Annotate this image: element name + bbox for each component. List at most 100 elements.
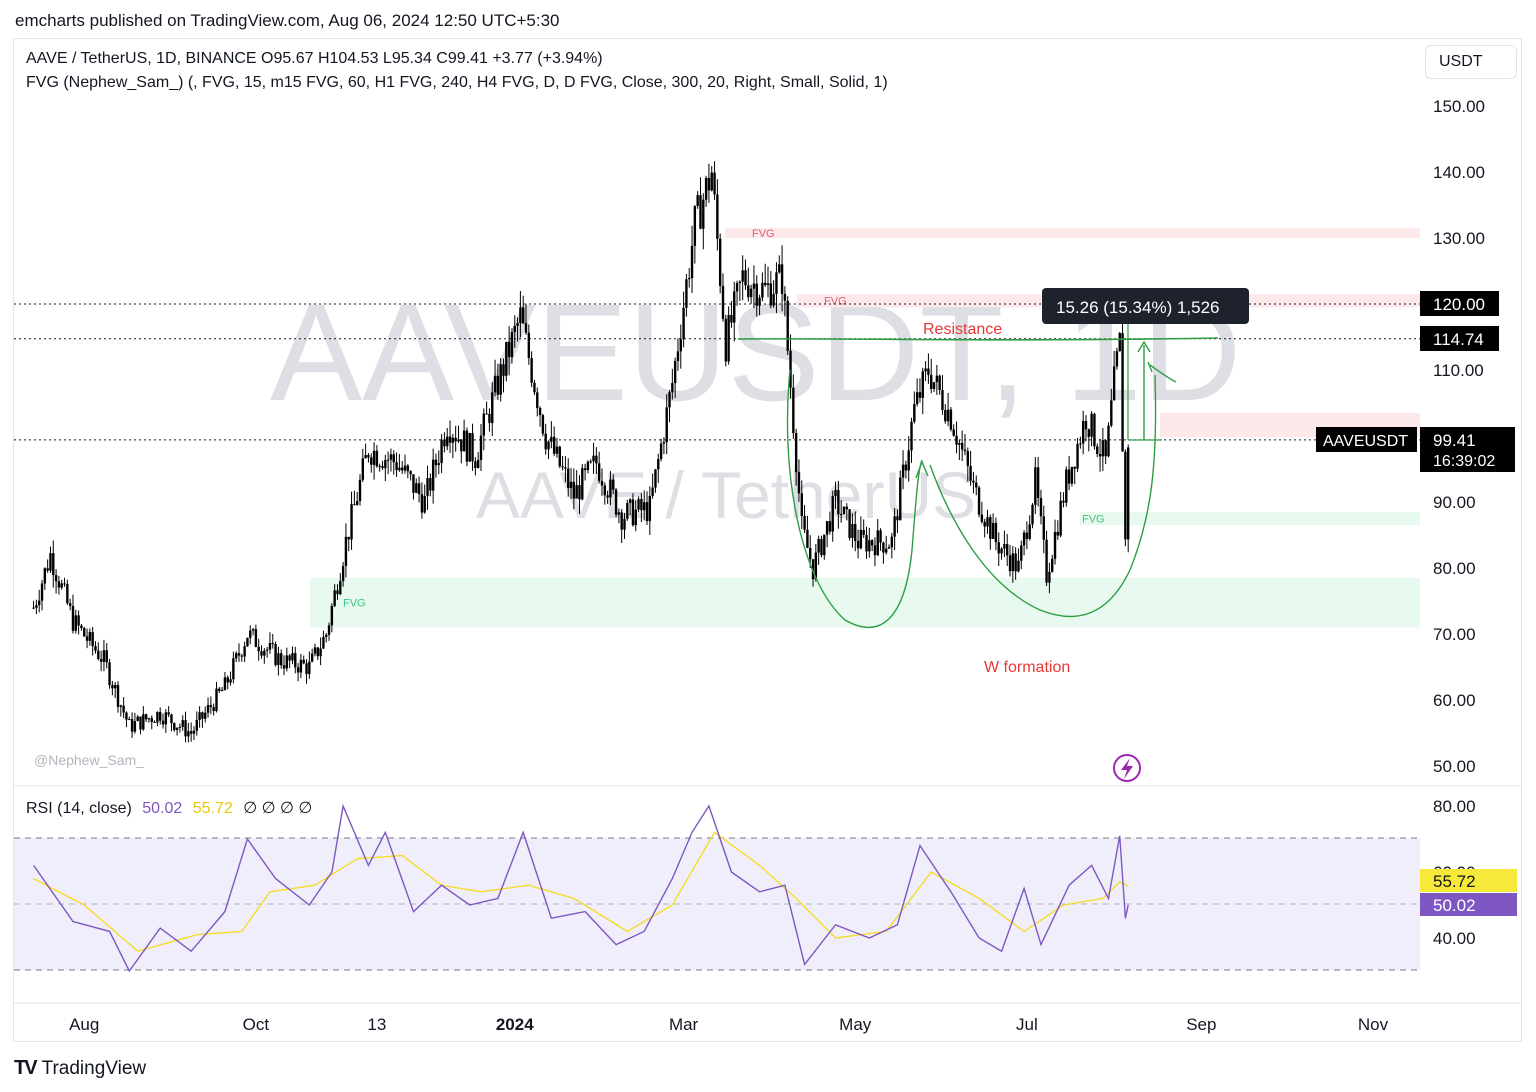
candle-body: [372, 450, 376, 465]
candle-body: [150, 718, 153, 722]
candle-body: [626, 502, 629, 519]
candle-body: [887, 547, 891, 549]
candle-body: [1028, 524, 1031, 539]
candle-body: [485, 413, 488, 415]
candle-body: [212, 707, 215, 712]
candle-body: [980, 514, 984, 522]
candle-body: [949, 409, 953, 430]
candle-body: [291, 653, 294, 661]
candle-body: [434, 459, 438, 466]
candle-body: [1062, 500, 1065, 503]
rsi-ma-line: [33, 831, 1129, 952]
candle-body: [46, 568, 49, 571]
price-tick-label: 140.00: [1433, 163, 1485, 182]
candle-body: [173, 723, 176, 730]
candle-body: [1000, 548, 1003, 554]
candle-body: [1076, 443, 1079, 469]
candle-body: [181, 720, 184, 727]
candle-body: [696, 195, 699, 206]
candle-body: [685, 279, 688, 308]
candle-body: [569, 481, 573, 488]
candle-body: [780, 264, 784, 294]
candle-body: [606, 495, 609, 498]
price-tick-label: 110.00: [1433, 361, 1484, 380]
candle-body: [592, 455, 595, 462]
price-tag-120: 120.00: [1420, 291, 1499, 316]
candle-body: [648, 495, 652, 522]
rsi-legend[interactable]: RSI (14, close) 50.02 55.72 ∅ ∅ ∅ ∅: [26, 798, 312, 818]
candle-body: [71, 605, 75, 631]
candle-body: [184, 720, 187, 737]
candle-body: [747, 285, 750, 298]
candle-body: [319, 648, 322, 657]
svg-text:99.41: 99.41: [1433, 431, 1476, 450]
candle-body: [215, 688, 218, 712]
w-formation-right-curve[interactable]: [929, 374, 1157, 618]
candle-body: [505, 341, 508, 376]
candle-body: [817, 538, 820, 553]
candle-body: [792, 387, 795, 434]
w-formation-arrow-right[interactable]: [1147, 361, 1177, 383]
candle-body: [451, 437, 455, 443]
candle-body: [254, 629, 258, 647]
candle-body: [913, 404, 916, 422]
svg-text:50.02: 50.02: [1433, 896, 1476, 915]
candle-body: [662, 442, 666, 444]
candle-body: [429, 478, 432, 491]
time-axis[interactable]: Aug Oct 13 2024 Mar May Jul Sep Nov: [69, 1015, 1389, 1034]
candle-body: [806, 529, 809, 548]
candle-body: [43, 568, 47, 584]
candle-body: [952, 429, 955, 436]
fvg-indicator-legend[interactable]: FVG (Nephew_Sam_) (, FVG, 15, m15 FVG, 6…: [26, 74, 888, 91]
candle-body: [797, 472, 801, 494]
candle-body: [637, 498, 640, 510]
candle-body: [623, 518, 626, 530]
w-formation-small-mark[interactable]: [915, 460, 929, 479]
candle-body: [552, 436, 556, 454]
candle-body: [128, 719, 131, 721]
candle-body: [944, 410, 947, 422]
candle-body: [536, 392, 539, 409]
tradingview-brand: TradingView: [41, 1057, 147, 1079]
candle-body: [350, 504, 353, 540]
candle-body: [1112, 366, 1116, 401]
resistance-line[interactable]: [737, 337, 1219, 341]
candle-body: [378, 465, 381, 467]
candle-body: [876, 530, 879, 556]
candle-body: [113, 684, 117, 689]
candle-body: [665, 407, 668, 443]
candle-body: [530, 357, 533, 383]
candle-body: [35, 605, 38, 608]
candle-body: [161, 720, 165, 725]
candle-body: [932, 382, 936, 389]
candle-body: [938, 375, 941, 390]
candle-body: [823, 534, 826, 556]
candle-body: [758, 297, 761, 306]
candle-body: [40, 583, 44, 601]
candle-body: [654, 469, 657, 488]
candle-body: [437, 463, 440, 466]
candle-body: [409, 471, 412, 475]
candle-body: [597, 463, 601, 481]
w-formation-left-curve[interactable]: [786, 369, 923, 629]
candle-body: [809, 547, 812, 560]
candle-body: [322, 636, 325, 649]
candle-body: [589, 461, 592, 463]
time-tick-label: Nov: [1358, 1015, 1389, 1034]
candle-body: [862, 529, 865, 535]
candle-body: [32, 607, 35, 609]
candle-body: [468, 433, 471, 462]
candle-body: [446, 436, 449, 447]
candle-body: [958, 442, 961, 445]
time-tick-label: Sep: [1186, 1015, 1216, 1034]
candle-body: [1042, 516, 1045, 540]
currency-button[interactable]: USDT: [1425, 45, 1517, 79]
candle-body: [1014, 553, 1017, 572]
symbol-ohlc-legend[interactable]: AAVE / TetherUS, 1D, BINANCE O95.67 H104…: [26, 50, 603, 67]
lightning-icon[interactable]: [1113, 754, 1141, 782]
measure-bracket[interactable]: [1127, 320, 1162, 441]
tradingview-logo[interactable]: TV TradingView: [14, 1057, 146, 1080]
w-formation-arrow-up[interactable]: [1137, 340, 1151, 440]
candle-body: [930, 374, 933, 389]
